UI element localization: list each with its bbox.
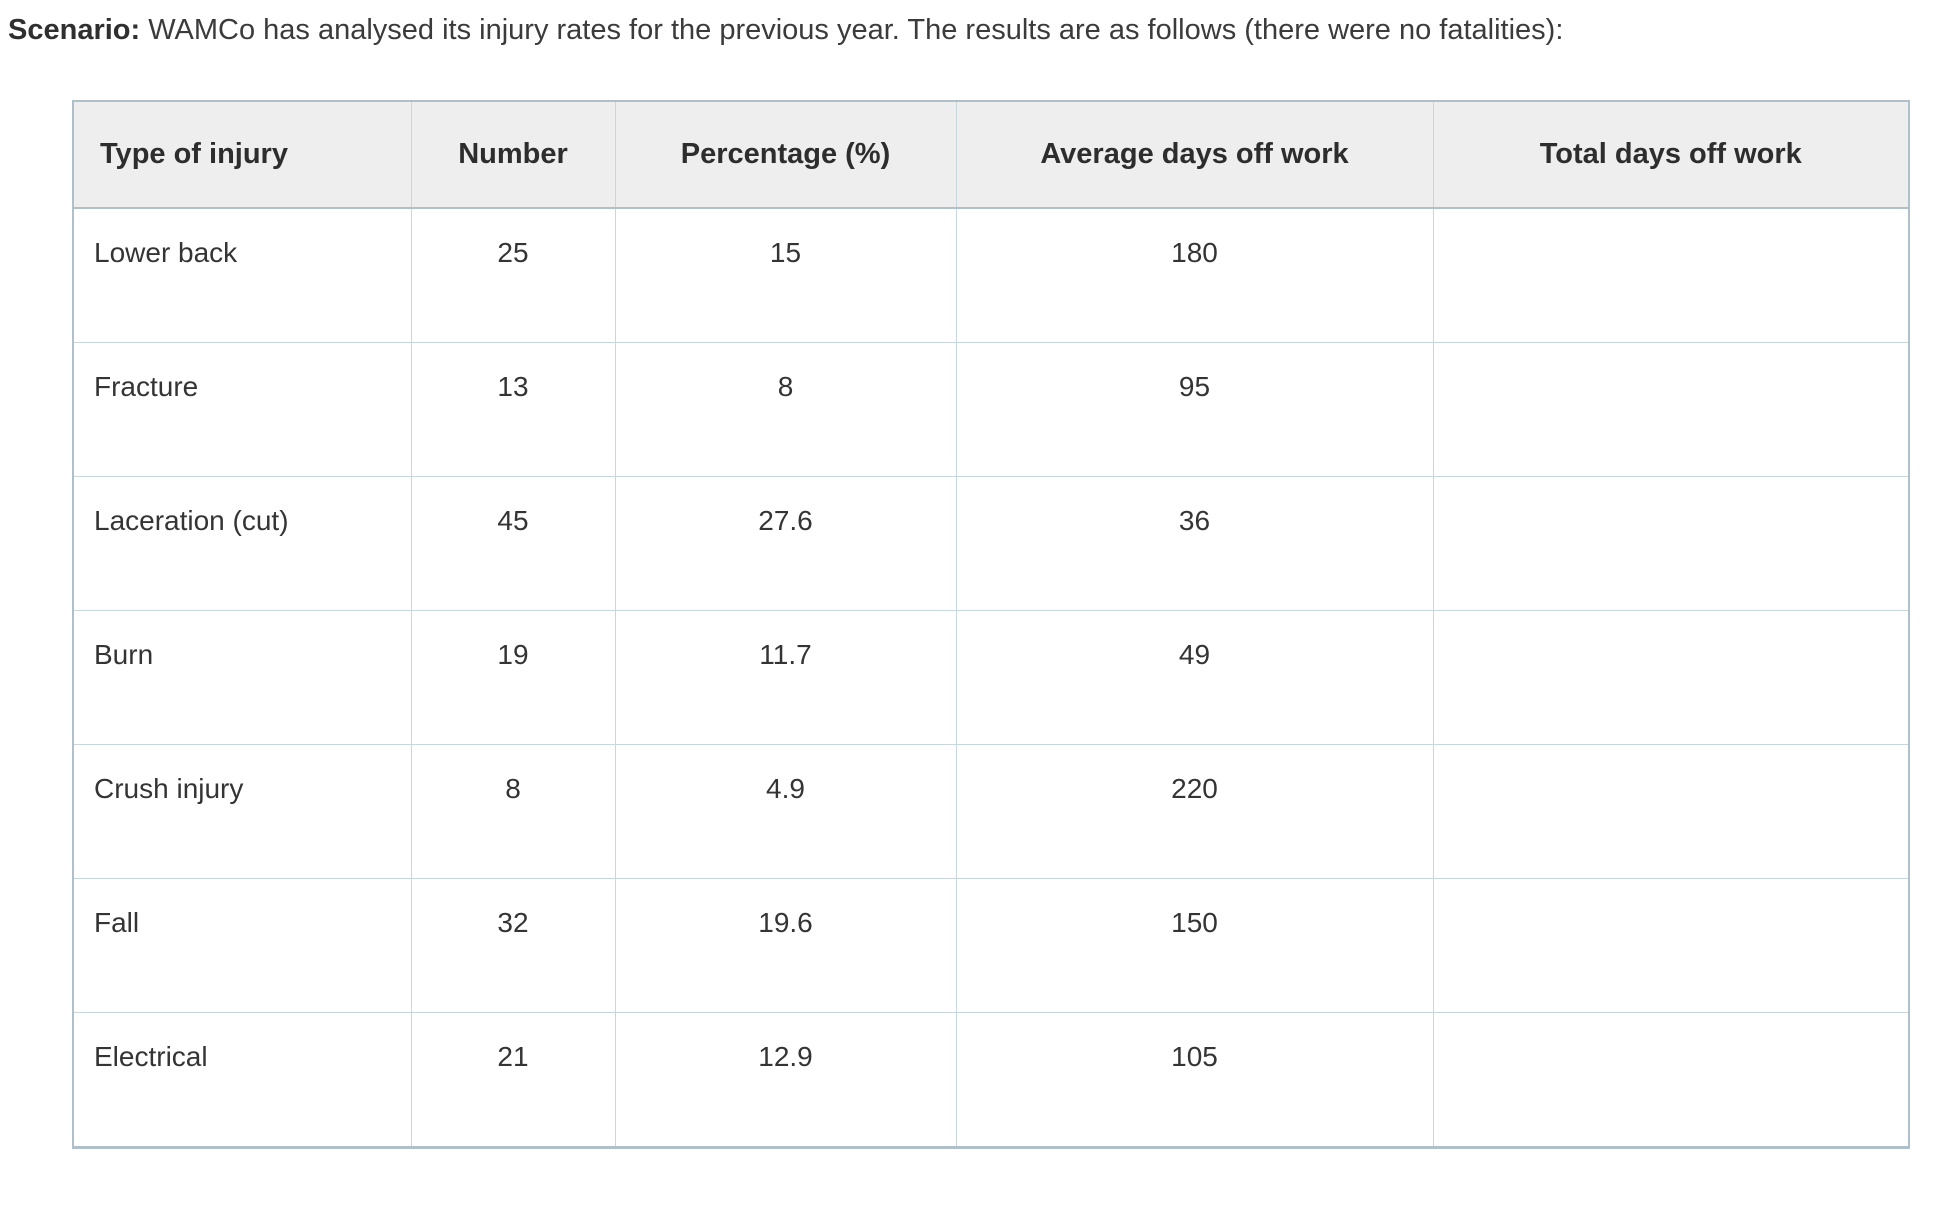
cell-total-days xyxy=(1432,476,1910,611)
cell-number: 45 xyxy=(410,476,616,611)
cell-type-of-injury: Burn xyxy=(72,610,412,745)
cell-total-days xyxy=(1432,207,1910,343)
column-header-average-days-off-work: Average days off work xyxy=(955,100,1434,209)
cell-average-days: 150 xyxy=(955,878,1434,1013)
table-row: Burn 19 11.7 49 xyxy=(72,610,1910,745)
column-header-number: Number xyxy=(410,100,616,209)
cell-percentage: 8 xyxy=(614,342,957,477)
cell-percentage: 15 xyxy=(614,207,957,343)
cell-percentage: 19.6 xyxy=(614,878,957,1013)
table-row: Crush injury 8 4.9 220 xyxy=(72,744,1910,879)
column-header-type-of-injury: Type of injury xyxy=(72,100,412,209)
cell-total-days xyxy=(1432,744,1910,879)
table-header-row: Type of injury Number Percentage (%) Ave… xyxy=(72,100,1910,209)
cell-total-days xyxy=(1432,342,1910,477)
table-row: Laceration (cut) 45 27.6 36 xyxy=(72,476,1910,611)
cell-average-days: 105 xyxy=(955,1012,1434,1148)
cell-percentage: 11.7 xyxy=(614,610,957,745)
cell-type-of-injury: Crush injury xyxy=(72,744,412,879)
cell-number: 25 xyxy=(410,207,616,343)
cell-average-days: 36 xyxy=(955,476,1434,611)
table-body: Lower back 25 15 180 Fracture 13 8 95 La… xyxy=(72,207,1910,1148)
cell-number: 32 xyxy=(410,878,616,1013)
column-header-total-days-off-work: Total days off work xyxy=(1432,100,1910,209)
cell-average-days: 49 xyxy=(955,610,1434,745)
cell-percentage: 27.6 xyxy=(614,476,957,611)
table-row: Fracture 13 8 95 xyxy=(72,342,1910,477)
scenario-label: Scenario: xyxy=(8,14,141,46)
table-row: Lower back 25 15 180 xyxy=(72,207,1910,343)
cell-average-days: 180 xyxy=(955,207,1434,343)
cell-total-days xyxy=(1432,1012,1910,1148)
table-row: Fall 32 19.6 150 xyxy=(72,878,1910,1013)
cell-number: 21 xyxy=(410,1012,616,1148)
scenario-text: Scenario: WAMCo has analysed its injury … xyxy=(8,6,1698,54)
cell-type-of-injury: Lower back xyxy=(72,207,412,343)
column-header-percentage: Percentage (%) xyxy=(614,100,957,209)
cell-number: 19 xyxy=(410,610,616,745)
cell-number: 13 xyxy=(410,342,616,477)
cell-average-days: 220 xyxy=(955,744,1434,879)
cell-type-of-injury: Fracture xyxy=(72,342,412,477)
cell-type-of-injury: Electrical xyxy=(72,1012,412,1148)
cell-type-of-injury: Laceration (cut) xyxy=(72,476,412,611)
cell-type-of-injury: Fall xyxy=(72,878,412,1013)
cell-total-days xyxy=(1432,610,1910,745)
injury-rates-table: Type of injury Number Percentage (%) Ave… xyxy=(72,100,1910,1149)
table-header: Type of injury Number Percentage (%) Ave… xyxy=(72,100,1910,209)
cell-number: 8 xyxy=(410,744,616,879)
scenario-body: WAMCo has analysed its injury rates for … xyxy=(140,14,1564,46)
cell-average-days: 95 xyxy=(955,342,1434,477)
cell-total-days xyxy=(1432,878,1910,1013)
table-row: Electrical 21 12.9 105 xyxy=(72,1012,1910,1148)
cell-percentage: 4.9 xyxy=(614,744,957,879)
cell-percentage: 12.9 xyxy=(614,1012,957,1148)
